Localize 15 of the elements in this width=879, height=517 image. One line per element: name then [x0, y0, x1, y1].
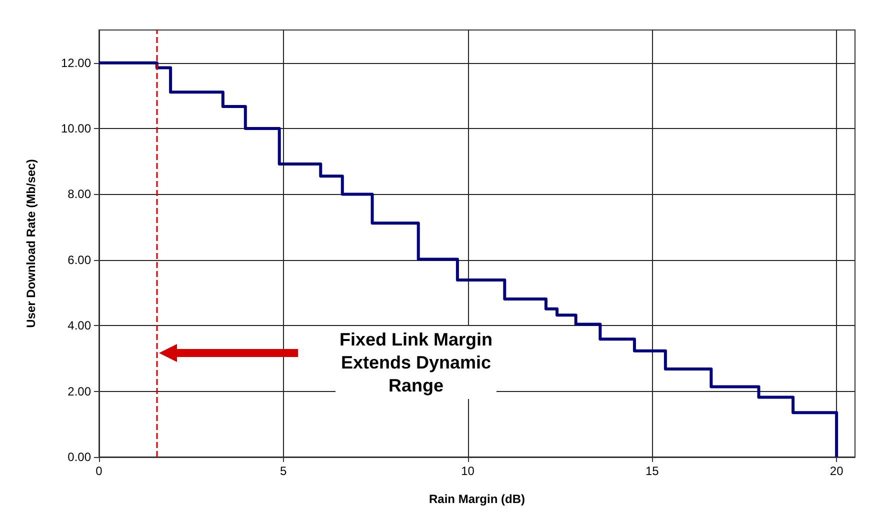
- y-tick-label: 12.00: [60, 56, 92, 70]
- y-axis-title: User Download Rate (Mb/sec): [24, 159, 38, 328]
- y-tick-label: 2.00: [68, 384, 92, 398]
- y-tick-label: 4.00: [68, 318, 92, 333]
- y-tick-label: 0.00: [68, 450, 92, 464]
- y-tick-label: 6.00: [68, 252, 92, 267]
- x-tick-label: 10: [461, 464, 475, 478]
- x-axis-title: Rain Margin (dB): [429, 492, 525, 506]
- x-tick-label: 20: [830, 464, 844, 478]
- y-tick-label: 8.00: [68, 187, 92, 202]
- y-tick-label: 10.00: [60, 122, 92, 136]
- annotation: Fixed Link Margin Extends Dynamic Range: [339, 330, 493, 396]
- x-tick-label: 15: [645, 464, 660, 478]
- x-tick-label: 5: [280, 464, 288, 478]
- x-tick-label: 0: [96, 464, 103, 478]
